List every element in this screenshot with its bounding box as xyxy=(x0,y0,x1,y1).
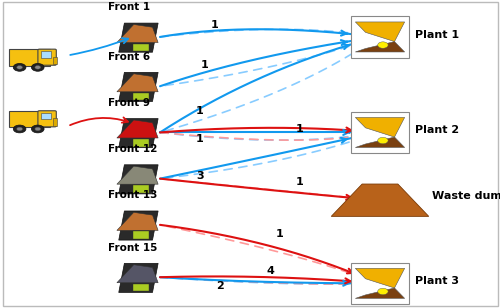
Text: 1: 1 xyxy=(211,20,219,30)
Text: 2: 2 xyxy=(216,282,224,291)
Circle shape xyxy=(378,137,388,144)
Text: 3: 3 xyxy=(196,171,204,180)
FancyBboxPatch shape xyxy=(41,113,51,120)
Text: 4: 4 xyxy=(266,266,274,276)
Polygon shape xyxy=(356,137,405,148)
Circle shape xyxy=(14,125,26,133)
Circle shape xyxy=(17,66,22,69)
Text: 1: 1 xyxy=(196,134,204,144)
Polygon shape xyxy=(356,22,405,42)
Text: 1: 1 xyxy=(196,106,204,116)
FancyBboxPatch shape xyxy=(10,111,50,127)
Text: 1: 1 xyxy=(296,177,304,187)
Polygon shape xyxy=(119,72,158,102)
Text: Plant 1: Plant 1 xyxy=(415,30,459,40)
Polygon shape xyxy=(119,211,158,240)
FancyBboxPatch shape xyxy=(351,16,409,58)
FancyBboxPatch shape xyxy=(351,262,409,304)
FancyBboxPatch shape xyxy=(52,118,57,126)
Text: Waste dumping: Waste dumping xyxy=(432,191,500,201)
FancyBboxPatch shape xyxy=(133,43,149,51)
Text: Front 6: Front 6 xyxy=(108,52,150,62)
Text: Front 1: Front 1 xyxy=(108,2,150,12)
Polygon shape xyxy=(117,120,158,138)
FancyBboxPatch shape xyxy=(2,2,498,306)
Circle shape xyxy=(378,42,388,48)
FancyBboxPatch shape xyxy=(52,57,57,64)
Text: Plant 3: Plant 3 xyxy=(415,276,459,286)
Text: Plant 2: Plant 2 xyxy=(415,125,459,135)
FancyBboxPatch shape xyxy=(10,49,50,66)
Polygon shape xyxy=(119,119,158,148)
FancyBboxPatch shape xyxy=(38,111,56,127)
Polygon shape xyxy=(356,117,405,137)
Polygon shape xyxy=(119,263,158,293)
Circle shape xyxy=(35,127,40,131)
Polygon shape xyxy=(117,166,158,184)
Polygon shape xyxy=(356,42,405,52)
Circle shape xyxy=(32,125,44,133)
Text: 1: 1 xyxy=(201,60,209,70)
FancyBboxPatch shape xyxy=(133,139,149,147)
Circle shape xyxy=(378,288,388,295)
Text: Front 9: Front 9 xyxy=(108,98,150,108)
Circle shape xyxy=(32,63,44,71)
FancyBboxPatch shape xyxy=(133,284,149,291)
Text: 1: 1 xyxy=(296,124,304,134)
Polygon shape xyxy=(117,265,158,283)
Text: Front 15: Front 15 xyxy=(108,243,157,253)
Polygon shape xyxy=(119,165,158,194)
Circle shape xyxy=(17,127,22,131)
Polygon shape xyxy=(331,184,429,216)
FancyBboxPatch shape xyxy=(41,51,51,58)
FancyBboxPatch shape xyxy=(133,185,149,193)
Polygon shape xyxy=(117,213,158,230)
FancyBboxPatch shape xyxy=(133,93,149,100)
Circle shape xyxy=(14,63,26,71)
Polygon shape xyxy=(117,24,158,43)
Text: Front 13: Front 13 xyxy=(108,190,157,200)
FancyBboxPatch shape xyxy=(133,232,149,239)
Circle shape xyxy=(35,66,40,69)
Text: Front 12: Front 12 xyxy=(108,144,157,154)
Text: 1: 1 xyxy=(276,229,284,239)
Polygon shape xyxy=(356,288,405,298)
Polygon shape xyxy=(356,268,405,288)
FancyBboxPatch shape xyxy=(38,49,56,65)
Polygon shape xyxy=(119,23,158,52)
FancyBboxPatch shape xyxy=(351,111,409,153)
Polygon shape xyxy=(117,74,158,92)
